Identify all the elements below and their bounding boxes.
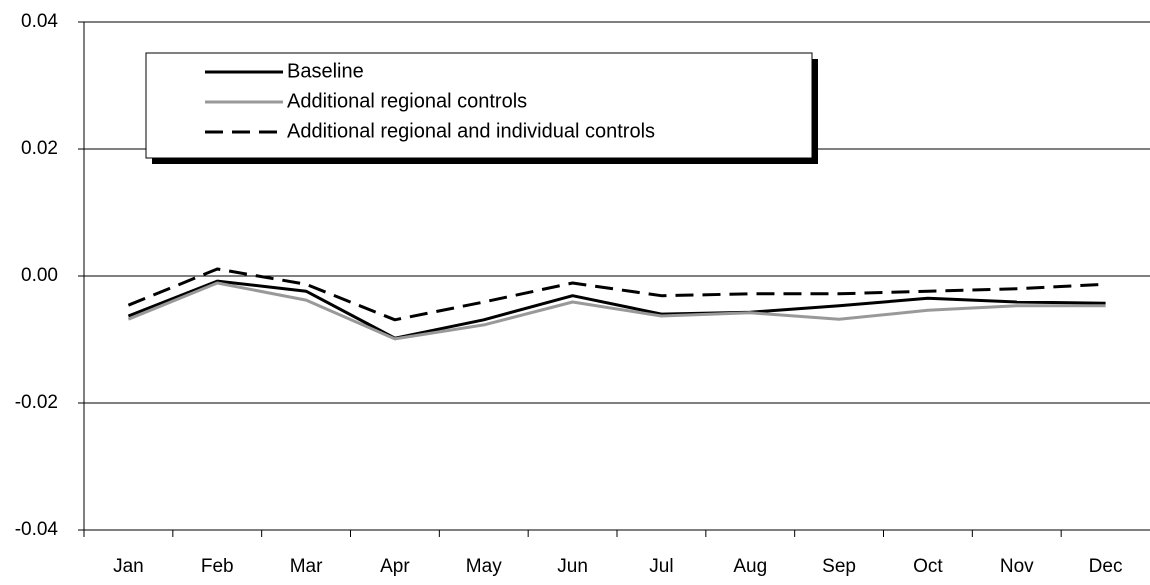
x-tick-label: May [466, 556, 502, 577]
legend-label: Baseline [287, 60, 364, 82]
series-line [127, 279, 1106, 340]
x-tick-label: Aug [733, 556, 767, 577]
x-tick-label: Nov [1000, 556, 1034, 577]
x-tick-label: Oct [913, 556, 943, 577]
legend-label: Additional regional controls [287, 90, 527, 112]
y-tick-label: -0.04 [15, 519, 59, 540]
y-tick-label: 0.02 [21, 138, 58, 159]
x-tick-label: Jan [113, 556, 144, 577]
x-tick-label: Mar [290, 556, 323, 577]
x-tick-label: Jul [649, 556, 673, 577]
x-tick-label: Sep [822, 556, 856, 577]
series-line [127, 267, 1106, 322]
x-tick-label: Dec [1089, 556, 1123, 577]
x-tick-label: Jun [557, 556, 588, 577]
y-tick-label: 0.04 [21, 11, 58, 32]
legend-label: Additional regional and individual contr… [287, 120, 655, 142]
x-tick-label: Feb [201, 556, 234, 577]
x-tick-label: Apr [380, 556, 410, 577]
y-tick-label: 0.00 [21, 265, 58, 286]
series-line [127, 281, 1106, 341]
legend: Baseline Additional regional controls Addi… [145, 52, 818, 164]
y-tick-label: -0.02 [15, 392, 58, 413]
